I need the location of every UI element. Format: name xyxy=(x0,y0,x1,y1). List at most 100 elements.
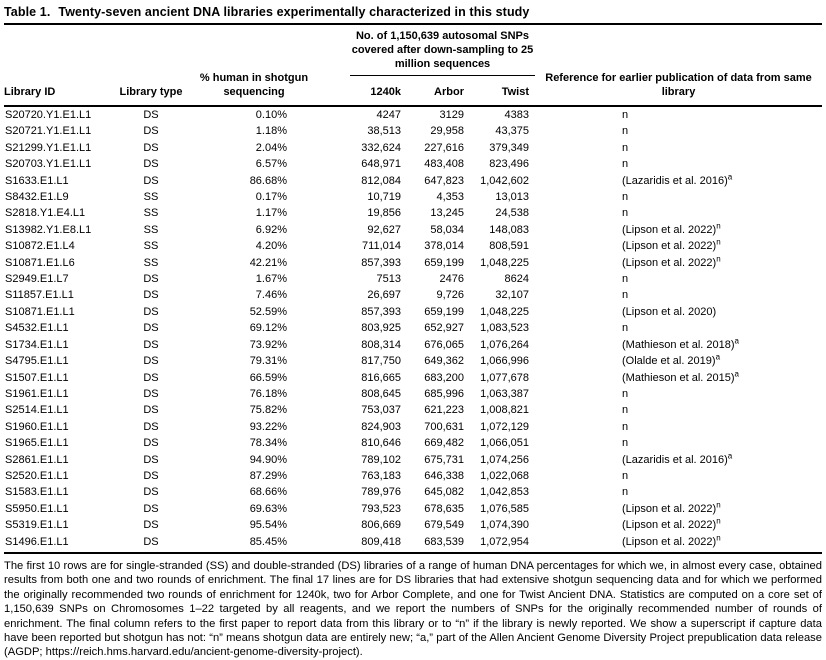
cell-library-id: S13982.Y1.E8.L1 xyxy=(5,223,92,236)
cell-arbor: 9,726 xyxy=(436,289,464,302)
cell-reference: n xyxy=(622,437,629,450)
cell-pct-human: 1.18% xyxy=(255,125,287,138)
cell-arbor: 685,996 xyxy=(424,387,464,400)
table-row: S21299.Y1.E1.L1 DS 2.04% 332,624 227,616 379,… xyxy=(4,140,822,156)
cell-twist: 1,072,129 xyxy=(480,420,530,433)
cell-1240k: 26,697 xyxy=(367,289,401,302)
cell-1240k: 38,513 xyxy=(367,125,401,138)
cell-arbor: 669,482 xyxy=(424,437,464,450)
reference-superscript: a xyxy=(715,352,721,362)
cell-arbor: 675,731 xyxy=(424,453,464,466)
cell-1240k: 711,014 xyxy=(362,240,401,253)
cell-reference: (Lipson et al. 2022)n xyxy=(622,237,721,253)
cell-library-type: DS xyxy=(143,322,159,335)
column-header-arbor: Arbor xyxy=(407,76,470,107)
cell-arbor: 646,338 xyxy=(424,469,464,482)
cell-library-type: DS xyxy=(143,420,159,433)
cell-library-type: SS xyxy=(143,256,159,269)
cell-library-type: DS xyxy=(143,453,159,466)
cell-reference: n xyxy=(622,158,629,171)
cell-twist: 1,076,585 xyxy=(480,502,530,515)
cell-1240k: 332,624 xyxy=(361,141,401,154)
cell-library-type: DS xyxy=(143,437,159,450)
cell-twist: 8624 xyxy=(504,273,530,286)
cell-pct-human: 93.22% xyxy=(249,420,287,433)
table-row: S1633.E1.L1 DS 86.68% 812,084 647,823 1,042,6… xyxy=(4,171,822,189)
table-row: S8432.E1.L9 SS 0.17% 10,719 4,353 13,013 n xyxy=(4,189,822,205)
cell-library-id: S1583.E1.L1 xyxy=(5,486,69,499)
cell-reference: n xyxy=(622,125,629,138)
cell-pct-human: 69.12% xyxy=(249,322,287,335)
cell-arbor: 647,823 xyxy=(424,174,464,187)
cell-library-type: DS xyxy=(143,158,159,171)
cell-twist: 1,066,051 xyxy=(480,437,530,450)
cell-twist: 1,008,821 xyxy=(480,404,530,417)
cell-twist: 1,074,256 xyxy=(480,453,530,466)
table-row: S4795.E1.L1 DS 79.31% 817,750 649,362 1,066,9… xyxy=(4,353,822,369)
cell-1240k: 824,903 xyxy=(361,420,401,433)
table-body: S20720.Y1.E1.L1 DS 0.10% 4247 3129 4383 n S2072… xyxy=(4,106,823,554)
cell-library-type: DS xyxy=(143,404,159,417)
cell-arbor: 58,034 xyxy=(430,223,464,236)
cell-reference: n xyxy=(622,289,629,302)
cell-reference: (Mathieson et al. 2015)a xyxy=(622,368,739,384)
table-row: S1507.E1.L1 DS 66.59% 816,665 683,200 1,077,6… xyxy=(4,368,822,386)
cell-library-id: S2949.E1.L7 xyxy=(5,273,69,286)
cell-library-type: DS xyxy=(143,486,159,499)
reference-superscript: a xyxy=(734,368,739,378)
table-row: S1583.E1.L1 DS 68.66% 789,976 645,082 1,042,8… xyxy=(4,484,822,500)
cell-library-type: DS xyxy=(143,371,159,384)
table-title: Table 1. Twenty-seven ancient DNA librari… xyxy=(4,0,822,25)
cell-1240k: 19,856 xyxy=(367,207,401,220)
cell-library-id: S20703.Y1.E1.L1 xyxy=(5,158,92,171)
table-row: S2514.E1.L1 DS 75.82% 753,037 621,223 1,008,8… xyxy=(4,402,822,418)
cell-pct-human: 1.17% xyxy=(255,207,287,220)
reference-superscript: n xyxy=(716,500,721,510)
cell-library-id: S11857.E1.L1 xyxy=(5,289,74,302)
cell-library-id: S1961.E1.L1 xyxy=(5,387,69,400)
column-header-pct-human: % human in shotgun sequencing xyxy=(184,25,324,107)
cell-arbor: 659,199 xyxy=(424,256,464,269)
cell-library-id: S4795.E1.L1 xyxy=(5,355,69,368)
cell-1240k: 808,645 xyxy=(361,387,401,400)
reference-superscript: n xyxy=(716,516,721,526)
cell-twist: 43,375 xyxy=(495,125,530,138)
cell-reference: (Lipson et al. 2020) xyxy=(622,305,717,318)
cell-library-id: S4532.E1.L1 xyxy=(5,322,69,335)
cell-pct-human: 4.20% xyxy=(255,240,287,253)
cell-reference: n xyxy=(622,420,629,433)
cell-reference: (Lazaridis et al. 2016)a xyxy=(622,171,733,187)
cell-1240k: 789,976 xyxy=(361,486,401,499)
cell-pct-human: 0.10% xyxy=(255,109,287,121)
cell-pct-human: 78.34% xyxy=(249,437,287,450)
cell-reference: n xyxy=(622,486,629,499)
cell-pct-human: 68.66% xyxy=(249,486,287,499)
cell-library-id: S5950.E1.L1 xyxy=(5,502,69,515)
cell-twist: 1,066,996 xyxy=(480,355,530,368)
cell-1240k: 809,418 xyxy=(324,533,407,554)
table-row: S5319.E1.L1 DS 95.54% 806,669 679,549 1,074,3… xyxy=(4,517,822,533)
cell-1240k: 648,971 xyxy=(361,158,401,171)
table-row: S10872.E1.L4 SS 4.20% 711,014 378,014 808,591… xyxy=(4,238,822,254)
column-header-1240k: 1240k xyxy=(324,76,407,107)
cell-library-type: DS xyxy=(143,387,159,400)
cell-1240k: 789,102 xyxy=(361,453,401,466)
cell-reference: (Lipson et al. 2022)n xyxy=(622,516,721,532)
cell-arbor: 227,616 xyxy=(424,141,464,154)
cell-1240k: 812,084 xyxy=(361,174,401,187)
cell-twist: 1,077,678 xyxy=(480,371,530,384)
column-group-header-snps-text: No. of 1,150,639 autosomal SNPs covered … xyxy=(350,29,535,76)
table-row: S1734.E1.L1 DS 73.92% 808,314 676,065 1,076,2… xyxy=(4,337,822,353)
cell-library-type: DS xyxy=(143,141,159,154)
cell-arbor: 483,408 xyxy=(424,158,464,171)
cell-reference: n xyxy=(622,109,629,121)
cell-library-type: DS xyxy=(143,273,159,286)
cell-library-id: S2520.E1.L1 xyxy=(5,469,69,482)
cell-pct-human: 6.92% xyxy=(255,223,287,236)
cell-twist: 1,076,264 xyxy=(480,338,530,351)
table-row: S20720.Y1.E1.L1 DS 0.10% 4247 3129 4383 n xyxy=(4,106,822,123)
reference-superscript: a xyxy=(734,336,739,346)
cell-twist: 1,048,225 xyxy=(480,305,530,318)
table-row: S1961.E1.L1 DS 76.18% 808,645 685,996 1,063,3… xyxy=(4,386,822,402)
